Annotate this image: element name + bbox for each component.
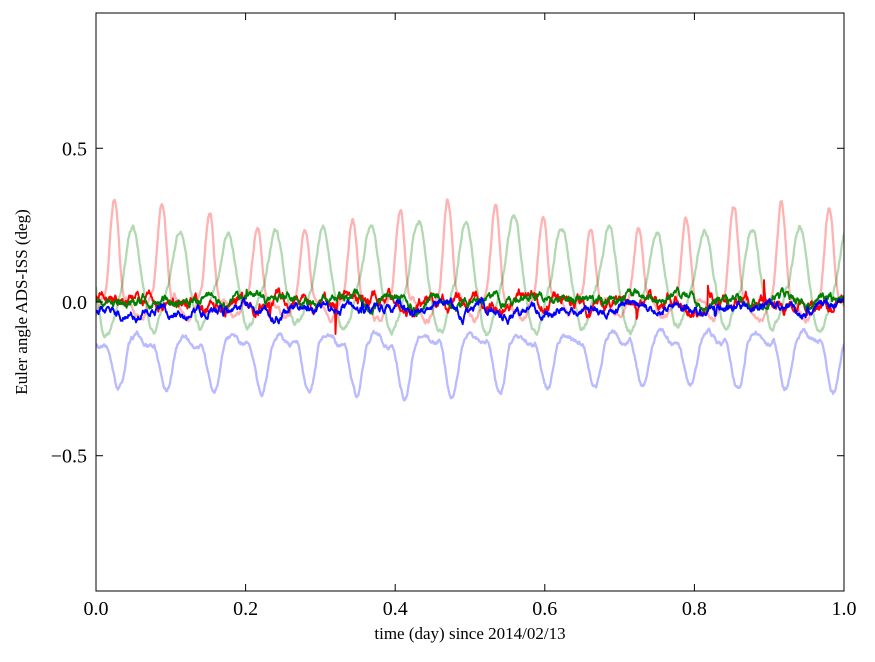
x-tick-label: 0.0 [84,598,109,620]
series-blue-euler-angle-residual [96,296,844,326]
x-tick-label: 0.2 [233,598,258,620]
x-tick-label: 0.4 [383,598,408,620]
x-tick-label: 1.0 [832,598,857,620]
x-axis-label: time (day) since 2014/02/13 [374,624,566,643]
y-tick-label: 0.5 [62,138,87,160]
x-tick-label: 0.6 [532,598,557,620]
y-tick-label: 0.0 [62,292,87,314]
series-pale-blue-orbital-oscillation [96,327,844,402]
y-tick-label: −0.5 [51,446,87,468]
x-tick-label: 0.8 [682,598,707,620]
y-axis-label: Euler angle ADS-ISS (deg) [12,209,31,395]
